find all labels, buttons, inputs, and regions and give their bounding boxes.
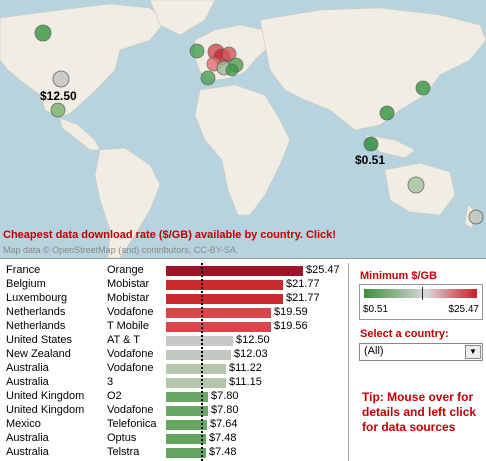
rate-bar[interactable]	[166, 420, 207, 430]
operator-cell: 3	[107, 376, 114, 388]
rate-value: $7.48	[209, 446, 237, 458]
table-row[interactable]: United Kingdom Vodafone $7.80	[2, 404, 348, 418]
rate-table: France Orange $25.47 Belgium Mobistar $21.77 L…	[2, 263, 349, 461]
rate-bar[interactable]	[166, 322, 271, 332]
asia-price-label: $0.51	[355, 153, 386, 167]
rate-value: $21.77	[286, 292, 320, 304]
operator-cell: O2	[107, 390, 122, 402]
rate-bar[interactable]	[166, 336, 233, 346]
rate-bar[interactable]	[166, 350, 231, 360]
rate-value: $19.59	[274, 306, 308, 318]
country-cell: Australia	[6, 432, 49, 444]
legend-title: Minimum $/GB	[360, 270, 438, 282]
land	[0, 0, 486, 258]
rate-bar[interactable]	[166, 392, 208, 402]
operator-cell: Vodafone	[107, 362, 154, 374]
country-cell: Netherlands	[6, 306, 66, 318]
rate-bar[interactable]	[166, 406, 208, 416]
us-price-label: $12.50	[40, 89, 77, 103]
rate-value: $11.22	[229, 362, 262, 374]
country-markers[interactable]	[34, 24, 484, 225]
rate-value: $12.03	[234, 348, 268, 360]
country-cell: United Kingdom	[6, 390, 85, 402]
country-cell: Luxembourg	[6, 292, 68, 304]
table-row[interactable]: Netherlands T Mobile $19.56	[2, 320, 348, 334]
table-row[interactable]: Australia Telstra $7.48	[2, 446, 348, 460]
rate-bar[interactable]	[166, 266, 303, 276]
operator-cell: Vodafone	[107, 404, 154, 416]
world-map[interactable]: $12.50 $0.51 Cheapest data download rate…	[0, 0, 486, 259]
rate-bar[interactable]	[166, 378, 226, 388]
rate-value: $7.64	[210, 418, 238, 430]
operator-cell: Vodafone	[107, 306, 154, 318]
table-row[interactable]: United States AT & T $12.50	[2, 334, 348, 348]
map-credit: Map data © OpenStreetMap (and) contribut…	[3, 245, 239, 255]
country-cell: New Zealand	[6, 348, 71, 360]
country-cell: Belgium	[6, 278, 46, 290]
legend-max: $25.47	[448, 304, 479, 315]
rate-value: $25.47	[306, 264, 340, 276]
country-cell: United Kingdom	[6, 404, 85, 416]
operator-cell: Vodafone	[107, 348, 154, 360]
rate-bar[interactable]	[166, 364, 226, 374]
rate-value: $19.56	[274, 320, 308, 332]
country-cell: Australia	[6, 376, 49, 388]
tip-text: Tip: Mouse over for details and left cli…	[362, 390, 477, 434]
rate-value: $11.15	[229, 376, 262, 388]
table-row[interactable]: Australia 3 $11.15	[2, 376, 348, 390]
rate-bar[interactable]	[166, 280, 283, 290]
country-cell: Australia	[6, 446, 49, 458]
average-reference-line	[201, 263, 203, 461]
rate-value: $7.48	[209, 432, 237, 444]
map-svg	[0, 0, 486, 258]
legend-gradient	[364, 289, 477, 298]
rate-value: $12.50	[236, 334, 270, 346]
color-legend: $0.51 $25.47	[359, 284, 483, 320]
map-title[interactable]: Cheapest data download rate ($/GB) avail…	[3, 229, 336, 241]
operator-cell: AT & T	[107, 334, 141, 346]
country-select-label: Select a country:	[360, 328, 449, 340]
table-row[interactable]: Netherlands Vodafone $19.59	[2, 306, 348, 320]
table-row[interactable]: Australia Vodafone $11.22	[2, 362, 348, 376]
operator-cell: T Mobile	[107, 320, 149, 332]
country-select[interactable]: (All) ▼	[359, 343, 483, 361]
chevron-down-icon[interactable]: ▼	[465, 345, 481, 359]
rate-value: $21.77	[286, 278, 320, 290]
rate-bar[interactable]	[166, 434, 206, 444]
rate-bar[interactable]	[166, 448, 206, 458]
operator-cell: Telstra	[107, 446, 140, 458]
table-row[interactable]: Belgium Mobistar $21.77	[2, 278, 348, 292]
country-cell: United States	[6, 334, 73, 346]
legend-min: $0.51	[363, 304, 389, 315]
legend-tick	[422, 287, 423, 300]
table-row[interactable]: New Zealand Vodafone $12.03	[2, 348, 348, 362]
operator-cell: Mobistar	[107, 292, 150, 304]
rate-bar[interactable]	[166, 294, 283, 304]
country-cell: Netherlands	[6, 320, 66, 332]
country-cell: Mexico	[6, 418, 41, 430]
table-row[interactable]: Mexico Telefonica $7.64	[2, 418, 348, 432]
table-row[interactable]: Australia Optus $7.48	[2, 432, 348, 446]
operator-cell: Optus	[107, 432, 137, 444]
rate-value: $7.80	[211, 404, 239, 416]
operator-cell: Telefonica	[107, 418, 157, 430]
rate-value: $7.80	[211, 390, 239, 402]
country-cell: France	[6, 264, 41, 276]
country-cell: Australia	[6, 362, 49, 374]
operator-cell: Orange	[107, 264, 144, 276]
operator-cell: Mobistar	[107, 278, 150, 290]
country-select-value: (All)	[364, 345, 384, 357]
table-row[interactable]: United Kingdom O2 $7.80	[2, 390, 348, 404]
rate-bar[interactable]	[166, 308, 271, 318]
table-row[interactable]: Luxembourg Mobistar $21.77	[2, 292, 348, 306]
table-row[interactable]: France Orange $25.47	[2, 264, 348, 278]
